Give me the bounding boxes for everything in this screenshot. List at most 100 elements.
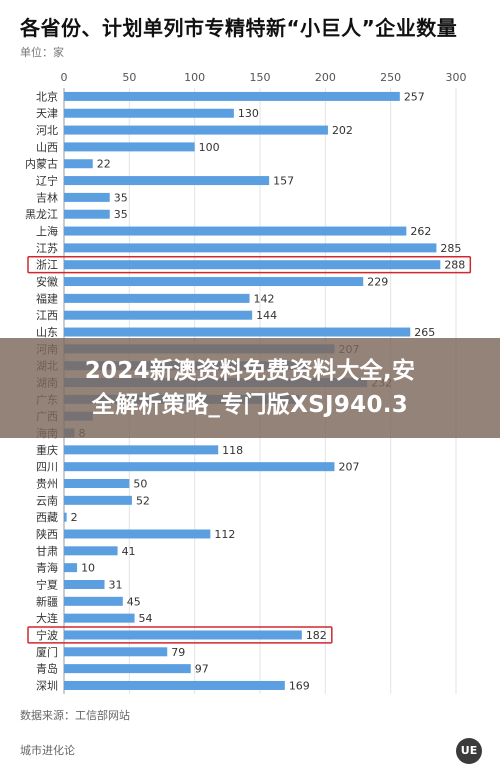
bar-陕西: [64, 529, 211, 539]
category-label: 西藏: [36, 511, 58, 524]
bar-黑龙江: [64, 209, 110, 219]
chart-title: 各省份、计划单列市专精特新“小巨人”企业数量: [20, 16, 458, 40]
category-label: 江西: [36, 309, 58, 322]
value-label: 157: [273, 175, 294, 188]
value-label: 31: [109, 578, 123, 591]
x-tick-label: 100: [184, 71, 205, 84]
value-label: 54: [139, 612, 153, 625]
value-label: 182: [306, 629, 327, 642]
category-label: 山西: [36, 141, 58, 154]
bar-福建: [64, 293, 250, 303]
category-label: 云南: [36, 494, 58, 507]
value-label: 130: [238, 107, 259, 120]
category-label: 青岛: [36, 662, 58, 676]
bar-青海: [64, 563, 78, 573]
category-label: 陕西: [36, 527, 58, 541]
bar-四川: [64, 462, 335, 472]
value-label: 257: [404, 90, 425, 103]
bar-江西: [64, 310, 253, 320]
value-label: 79: [171, 646, 185, 659]
highlight-box: [27, 256, 472, 274]
category-label: 河北: [36, 124, 58, 137]
bar-浙江: [64, 260, 441, 270]
unit-label: 单位：家: [20, 46, 64, 59]
data-source-note: 数据来源：工信部网站: [20, 709, 130, 722]
category-label: 北京: [36, 89, 58, 103]
value-label: 112: [214, 528, 235, 541]
value-label: 207: [338, 461, 359, 474]
category-label: 黑龙江: [25, 208, 58, 221]
category-label: 新疆: [36, 594, 58, 608]
category-label: 福建: [36, 291, 58, 305]
x-tick-label: 50: [122, 71, 136, 84]
promo-overlay-banner: 2024新澳资料免费资料大全,安 全解析策略_专门版XSJ940.3: [0, 338, 500, 438]
value-label: 142: [254, 292, 275, 305]
brand-name: 城市进化论: [20, 744, 75, 757]
value-label: 2: [71, 511, 78, 524]
category-label: 吉林: [36, 190, 58, 204]
value-label: 97: [195, 663, 209, 676]
x-tick-label: 150: [250, 71, 271, 84]
category-label: 宁波: [36, 628, 58, 642]
category-label: 大连: [36, 611, 58, 625]
value-label: 288: [444, 259, 465, 272]
bar-内蒙古: [64, 159, 93, 169]
bar-山东: [64, 327, 411, 337]
value-label: 262: [410, 225, 431, 238]
brand-logo-icon: UE: [456, 738, 482, 764]
overlay-line-2: 全解析策略_专门版XSJ940.3: [91, 392, 409, 418]
value-label: 22: [97, 158, 111, 171]
value-label: 35: [114, 208, 128, 221]
value-label: 45: [127, 595, 141, 608]
category-label: 天津: [36, 107, 58, 120]
bar-河北: [64, 125, 328, 135]
bar-上海: [64, 226, 407, 236]
bar-甘肃: [64, 546, 118, 556]
bar-吉林: [64, 192, 110, 202]
bar-云南: [64, 495, 132, 505]
bar-山西: [64, 142, 195, 152]
bar-新疆: [64, 596, 123, 606]
value-label: 202: [332, 124, 353, 137]
category-label: 江苏: [36, 242, 58, 255]
category-label: 安徽: [36, 275, 58, 289]
category-label: 四川: [36, 461, 58, 474]
category-label: 宁夏: [36, 577, 58, 591]
category-label: 贵州: [36, 478, 58, 491]
bar-北京: [64, 91, 400, 101]
bar-青岛: [64, 664, 191, 674]
value-label: 52: [136, 494, 150, 507]
category-label: 甘肃: [36, 545, 58, 558]
bar-贵州: [64, 479, 130, 489]
bar-西藏: [64, 512, 67, 522]
x-tick-label: 200: [315, 71, 336, 84]
highlight-box: [27, 626, 333, 644]
category-label: 厦门: [36, 645, 58, 659]
value-label: 10: [81, 562, 95, 575]
bar-江苏: [64, 243, 437, 253]
bar-深圳: [64, 680, 285, 690]
value-label: 41: [122, 545, 136, 558]
category-label: 青海: [36, 561, 58, 575]
value-label: 229: [367, 276, 388, 289]
bar-重庆: [64, 445, 219, 455]
category-label: 辽宁: [36, 174, 58, 188]
value-label: 265: [414, 326, 435, 339]
bar-安徽: [64, 277, 364, 287]
value-label: 144: [256, 309, 277, 322]
overlay-line-1: 2024新澳资料免费资料大全,安: [84, 358, 416, 384]
value-label: 169: [289, 679, 310, 692]
category-label: 浙江: [36, 259, 58, 272]
category-label: 内蒙古: [25, 157, 58, 171]
bar-厦门: [64, 647, 168, 657]
category-label: 深圳: [36, 679, 58, 692]
category-label: 重庆: [36, 443, 58, 457]
category-label: 山东: [36, 326, 58, 339]
value-label: 35: [114, 191, 128, 204]
value-label: 50: [133, 478, 147, 491]
bar-宁波: [64, 630, 302, 640]
value-label: 118: [222, 444, 243, 457]
bar-天津: [64, 108, 234, 118]
value-label: 285: [440, 242, 461, 255]
